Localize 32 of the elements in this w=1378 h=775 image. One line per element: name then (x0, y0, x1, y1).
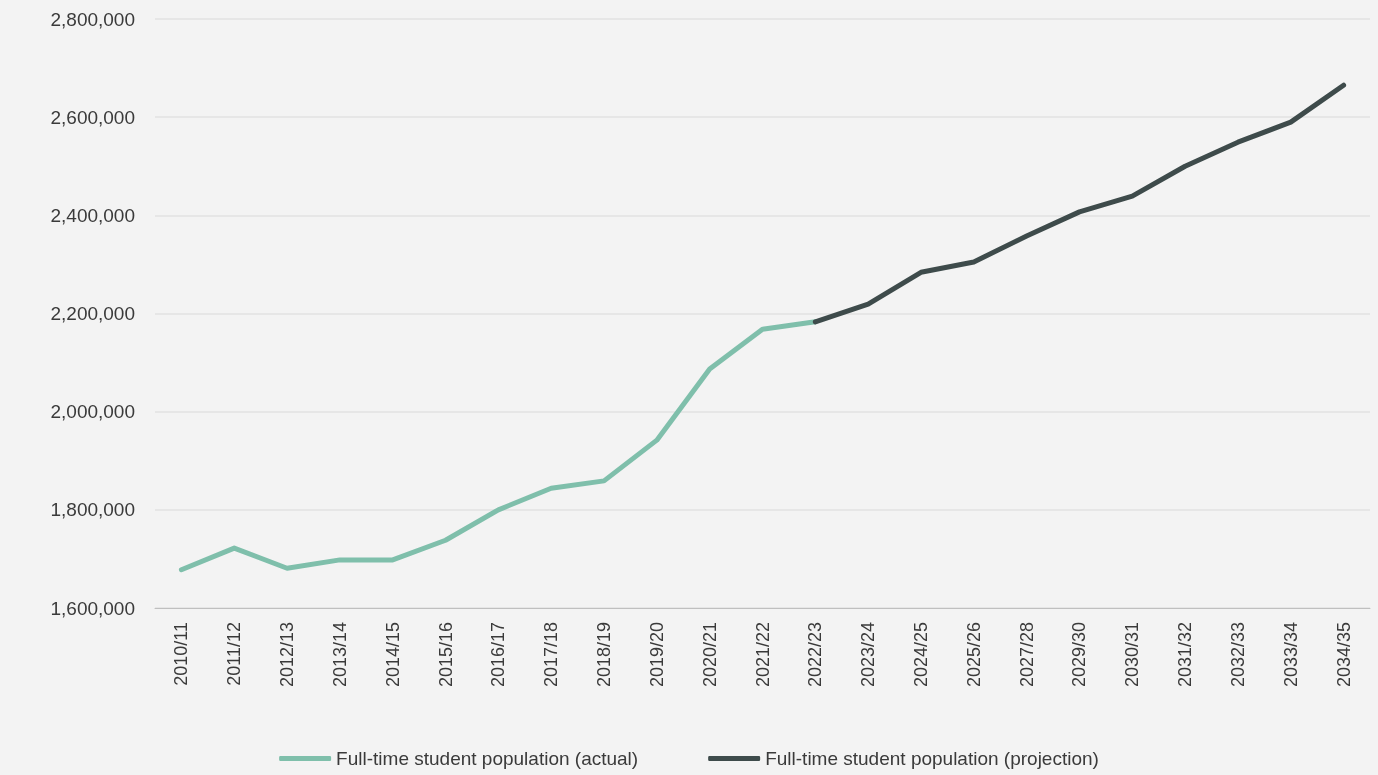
x-tick-label: 2011/12 (224, 622, 245, 686)
x-tick-label: 2027/28 (1016, 622, 1037, 688)
x-tick-label: 2029/30 (1069, 622, 1090, 688)
x-tick-label: 2023/24 (858, 622, 879, 688)
legend-label: Full-time student population (projection) (765, 748, 1099, 769)
x-tick-label: 2014/15 (382, 622, 403, 688)
x-tick-label: 2031/32 (1175, 622, 1196, 688)
y-tick-label: 2,600,000 (50, 106, 135, 128)
x-tick-label: 2018/19 (594, 622, 615, 688)
y-tick-label: 1,600,000 (50, 597, 135, 619)
x-tick-label: 2015/16 (435, 622, 456, 688)
x-tick-label: 2019/20 (646, 622, 667, 688)
x-tick-label: 2024/25 (910, 622, 931, 688)
x-tick-label: 2013/14 (329, 622, 350, 688)
x-tick-label: 2032/33 (1227, 622, 1248, 688)
x-tick-label: 2010/11 (171, 622, 192, 686)
legend-label: Full-time student population (actual) (336, 748, 639, 769)
y-tick-label: 2,400,000 (50, 204, 135, 226)
y-tick-label: 2,200,000 (50, 303, 135, 324)
y-tick-label: 2,800,000 (50, 8, 135, 30)
x-tick-label: 2030/31 (1122, 622, 1143, 688)
y-tick-label: 2,000,000 (50, 401, 135, 423)
x-tick-label: 2020/21 (699, 622, 720, 688)
x-tick-label: 2033/34 (1280, 622, 1301, 688)
x-tick-label: 2017/18 (541, 622, 562, 688)
x-tick-label: 2021/22 (752, 622, 773, 688)
x-tick-label: 2016/17 (488, 622, 509, 688)
x-tick-label: 2025/26 (963, 622, 984, 688)
x-tick-label: 2012/13 (277, 622, 298, 688)
y-tick-label: 1,800,000 (50, 499, 135, 521)
x-tick-label: 2022/23 (805, 622, 826, 688)
x-tick-label: 2034/35 (1333, 622, 1354, 688)
